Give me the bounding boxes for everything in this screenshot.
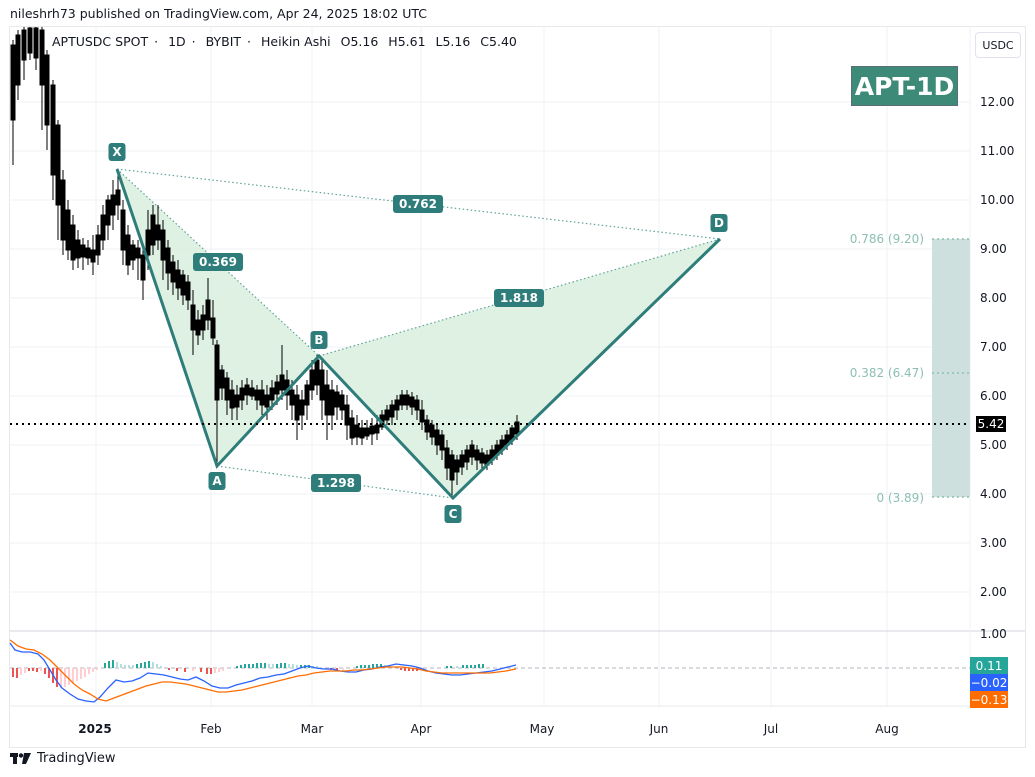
time-label: May bbox=[529, 722, 555, 736]
fib-level-0: 0 (3.89) bbox=[876, 491, 924, 505]
current-price-tag: 5.42 bbox=[976, 416, 1006, 432]
fib-zone bbox=[932, 239, 970, 497]
point-b-label: B bbox=[310, 331, 328, 349]
point-x-label: X bbox=[108, 143, 126, 161]
title-badge: APT-1D bbox=[851, 66, 958, 106]
price-label: 8.00 bbox=[980, 291, 1007, 305]
time-label: Apr bbox=[410, 722, 432, 736]
legend-exchange: BYBIT bbox=[205, 34, 242, 49]
time-label: Jun bbox=[649, 722, 669, 736]
price-label: 10.00 bbox=[980, 193, 1015, 207]
time-label: Aug bbox=[875, 722, 899, 736]
legend-chart-type: Heikin Ashi bbox=[261, 34, 331, 49]
point-a-label: A bbox=[208, 472, 226, 490]
currency-button[interactable]: USDC bbox=[975, 32, 1021, 58]
ratio-xd-label: 0.762 bbox=[393, 195, 443, 213]
candles bbox=[10, 27, 520, 498]
point-d-label: D bbox=[710, 214, 728, 232]
ratio-ac-label: 1.298 bbox=[311, 474, 361, 492]
legend-close: C5.40 bbox=[480, 34, 517, 49]
time-label: Mar bbox=[300, 722, 324, 736]
point-c-label: C bbox=[444, 505, 462, 523]
fib-level-0382: 0.382 (6.47) bbox=[849, 366, 924, 380]
macd-line-value: −0.02 bbox=[970, 674, 1008, 691]
macd-histogram-value: 0.11 bbox=[970, 657, 1008, 674]
footer: TradingView bbox=[10, 751, 116, 766]
macd-signal-line bbox=[9, 639, 517, 702]
price-label: 9.00 bbox=[980, 242, 1007, 256]
ratio-xb-label: 0.369 bbox=[193, 253, 243, 271]
price-label: 3.00 bbox=[980, 536, 1007, 550]
price-label: 6.00 bbox=[980, 389, 1007, 403]
legend-high: H5.61 bbox=[388, 34, 426, 49]
price-label: 12.00 bbox=[980, 95, 1015, 109]
macd-signal-value: −0.13 bbox=[970, 691, 1008, 708]
symbol-legend: APTUSDC SPOT · 1D · BYBIT · Heikin Ashi O5.… bbox=[52, 34, 517, 49]
price-label: 11.00 bbox=[980, 144, 1015, 158]
legend-low: L5.16 bbox=[435, 34, 471, 49]
time-label: Jul bbox=[763, 722, 779, 736]
price-label: 4.00 bbox=[980, 487, 1007, 501]
price-label: 1.00 bbox=[980, 627, 1007, 641]
pattern-fill bbox=[117, 169, 720, 498]
footer-brand[interactable]: TradingView bbox=[37, 751, 116, 766]
macd-histogram bbox=[12, 660, 484, 688]
publisher-line: nileshrh73 published on TradingView.com,… bbox=[10, 6, 428, 21]
legend-symbol[interactable]: APTUSDC SPOT bbox=[52, 34, 149, 49]
tradingview-logo-icon bbox=[10, 752, 31, 764]
time-label: 2025 bbox=[78, 722, 112, 736]
legend-interval: 1D bbox=[168, 34, 186, 49]
price-label: 7.00 bbox=[980, 340, 1007, 354]
harmonic-pattern-legs bbox=[115, 168, 722, 501]
legend-open: O5.16 bbox=[340, 34, 379, 49]
price-label: 5.00 bbox=[980, 438, 1007, 452]
price-label: 2.00 bbox=[980, 585, 1007, 599]
chart-frame bbox=[9, 26, 1026, 748]
fib-level-0786: 0.786 (9.20) bbox=[849, 232, 924, 246]
time-label: Feb bbox=[200, 722, 222, 736]
ratio-bd-label: 1.818 bbox=[494, 289, 544, 307]
